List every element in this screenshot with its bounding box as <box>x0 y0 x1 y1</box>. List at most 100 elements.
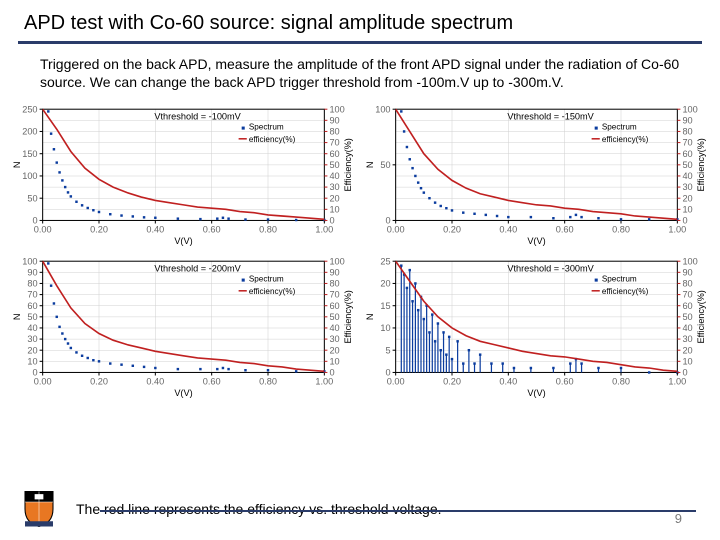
svg-text:Spectrum: Spectrum <box>602 123 637 132</box>
footnote-text: The red line represents the efficiency v… <box>76 501 696 517</box>
svg-text:60: 60 <box>682 301 692 311</box>
svg-text:efficiency(%): efficiency(%) <box>602 287 649 296</box>
svg-text:50: 50 <box>329 160 339 170</box>
svg-text:0.00: 0.00 <box>387 225 405 235</box>
svg-text:100: 100 <box>22 171 37 181</box>
svg-text:0.20: 0.20 <box>90 377 108 387</box>
svg-text:15: 15 <box>380 301 390 311</box>
svg-text:50: 50 <box>27 193 37 203</box>
svg-text:0.60: 0.60 <box>203 377 221 387</box>
svg-text:0: 0 <box>32 367 37 377</box>
svg-text:10: 10 <box>682 204 692 214</box>
svg-text:20: 20 <box>380 279 390 289</box>
svg-text:0.60: 0.60 <box>556 377 574 387</box>
svg-text:Vthreshold = -150mV: Vthreshold = -150mV <box>507 111 594 121</box>
svg-text:0.20: 0.20 <box>90 225 108 235</box>
svg-text:N: N <box>365 162 375 169</box>
svg-text:efficiency(%): efficiency(%) <box>602 135 649 144</box>
svg-text:90: 90 <box>329 115 339 125</box>
svg-text:50: 50 <box>682 160 692 170</box>
svg-text:0.80: 0.80 <box>612 377 630 387</box>
svg-text:40: 40 <box>682 323 692 333</box>
svg-text:0.40: 0.40 <box>146 225 164 235</box>
svg-text:100: 100 <box>682 104 697 114</box>
svg-text:1.00: 1.00 <box>315 225 333 235</box>
svg-text:10: 10 <box>380 323 390 333</box>
svg-text:0.00: 0.00 <box>34 377 52 387</box>
svg-text:80: 80 <box>682 279 692 289</box>
svg-text:0: 0 <box>32 216 37 226</box>
svg-text:20: 20 <box>329 193 339 203</box>
svg-text:90: 90 <box>329 267 339 277</box>
svg-text:70: 70 <box>329 290 339 300</box>
svg-text:N: N <box>12 162 22 169</box>
svg-text:0.00: 0.00 <box>387 377 405 387</box>
svg-text:70: 70 <box>682 138 692 148</box>
svg-text:70: 70 <box>329 138 339 148</box>
svg-text:N: N <box>365 313 375 320</box>
svg-text:10: 10 <box>27 356 37 366</box>
svg-text:30: 30 <box>329 182 339 192</box>
svg-text:0.40: 0.40 <box>146 377 164 387</box>
svg-text:90: 90 <box>27 267 37 277</box>
svg-text:40: 40 <box>682 171 692 181</box>
svg-text:Spectrum: Spectrum <box>249 275 284 284</box>
svg-text:30: 30 <box>329 334 339 344</box>
chart-panel-300mv: 0.000.200.400.600.801.000510152025010203… <box>363 251 710 399</box>
svg-text:V(V): V(V) <box>174 236 192 246</box>
svg-text:70: 70 <box>27 290 37 300</box>
svg-text:1.00: 1.00 <box>668 377 686 387</box>
svg-text:V(V): V(V) <box>527 388 545 398</box>
svg-text:0: 0 <box>385 216 390 226</box>
svg-text:0: 0 <box>682 367 687 377</box>
svg-text:0.80: 0.80 <box>259 225 277 235</box>
chart-panel-100mv: 0.000.200.400.600.801.000501001502002500… <box>10 99 357 247</box>
svg-text:50: 50 <box>329 312 339 322</box>
svg-text:20: 20 <box>27 345 37 355</box>
title-rule <box>18 41 702 44</box>
svg-text:0.20: 0.20 <box>443 225 461 235</box>
svg-text:20: 20 <box>682 193 692 203</box>
svg-text:0.80: 0.80 <box>612 225 630 235</box>
svg-text:Spectrum: Spectrum <box>249 123 284 132</box>
svg-text:0.60: 0.60 <box>203 225 221 235</box>
svg-text:250: 250 <box>22 104 37 114</box>
svg-text:Vthreshold = -200mV: Vthreshold = -200mV <box>154 263 241 273</box>
svg-text:0.40: 0.40 <box>499 377 517 387</box>
svg-text:0: 0 <box>329 367 334 377</box>
svg-text:0.60: 0.60 <box>556 225 574 235</box>
svg-text:60: 60 <box>329 301 339 311</box>
chart-panel-200mv: 0.000.200.400.600.801.000102030405060708… <box>10 251 357 399</box>
svg-text:0: 0 <box>682 216 687 226</box>
svg-text:0.80: 0.80 <box>259 377 277 387</box>
svg-text:0: 0 <box>385 367 390 377</box>
svg-text:Vthreshold = -100mV: Vthreshold = -100mV <box>154 111 241 121</box>
princeton-shield-icon <box>18 488 60 530</box>
svg-text:100: 100 <box>375 104 390 114</box>
svg-text:50: 50 <box>682 312 692 322</box>
svg-text:0: 0 <box>329 216 334 226</box>
svg-text:100: 100 <box>682 256 697 266</box>
svg-text:60: 60 <box>682 149 692 159</box>
svg-text:60: 60 <box>329 149 339 159</box>
svg-text:40: 40 <box>329 323 339 333</box>
svg-text:efficiency(%): efficiency(%) <box>249 287 296 296</box>
svg-text:0.20: 0.20 <box>443 377 461 387</box>
svg-text:80: 80 <box>329 127 339 137</box>
svg-text:40: 40 <box>329 171 339 181</box>
svg-text:0.00: 0.00 <box>34 225 52 235</box>
svg-text:40: 40 <box>27 323 37 333</box>
svg-text:100: 100 <box>22 256 37 266</box>
svg-text:V(V): V(V) <box>174 388 192 398</box>
svg-text:80: 80 <box>329 279 339 289</box>
page-number: 9 <box>675 511 682 526</box>
svg-text:Efficiency(%): Efficiency(%) <box>696 290 706 343</box>
page-title: APD test with Co-60 source: signal ampli… <box>0 0 720 41</box>
footer: The red line represents the efficiency v… <box>0 488 720 530</box>
svg-text:Efficiency(%): Efficiency(%) <box>696 138 706 191</box>
svg-text:20: 20 <box>682 345 692 355</box>
description-text: Triggered on the back APD, measure the a… <box>0 52 720 97</box>
svg-text:5: 5 <box>385 345 390 355</box>
svg-text:Vthreshold = -300mV: Vthreshold = -300mV <box>507 263 594 273</box>
svg-text:100: 100 <box>329 256 344 266</box>
